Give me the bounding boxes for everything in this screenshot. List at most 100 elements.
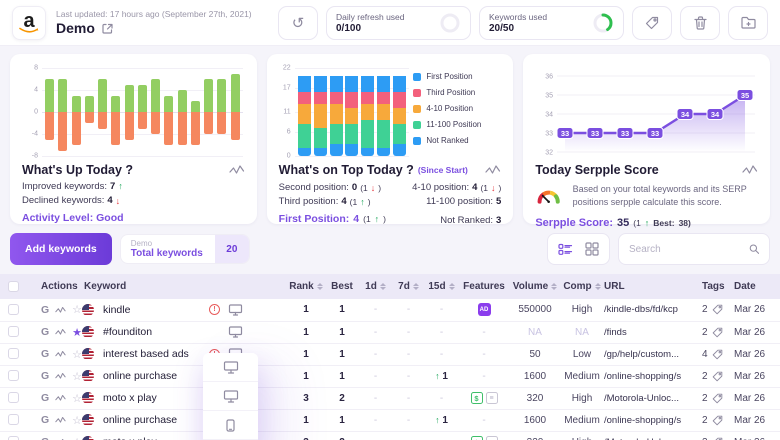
tag-button[interactable] — [632, 5, 672, 40]
comp-value: High — [560, 299, 604, 322]
url-value[interactable]: /finds — [604, 321, 702, 344]
tags-cell[interactable]: 2 — [702, 304, 723, 315]
move-to-folder-button[interactable] — [728, 5, 768, 40]
header-15d-sort[interactable]: 15d — [425, 274, 458, 299]
tags-cell[interactable]: 2 — [702, 437, 723, 440]
google-icon[interactable]: G — [41, 348, 50, 360]
keywords-used-value: 20/50 — [489, 22, 515, 34]
keyword-text[interactable]: kindle — [103, 303, 131, 316]
up-arrow-icon: ↑ — [118, 181, 123, 191]
legend-item: Third Position — [413, 88, 501, 97]
keyword-trend-icon[interactable] — [55, 349, 66, 359]
rank-value: 1 — [287, 409, 325, 432]
tag-icon[interactable] — [712, 327, 723, 338]
row-checkbox[interactable] — [7, 348, 19, 360]
keyword-trend-icon[interactable] — [55, 371, 66, 381]
star-icon[interactable]: ☆ — [72, 348, 82, 361]
google-icon[interactable]: G — [41, 392, 50, 404]
star-icon[interactable]: ☆ — [72, 436, 82, 440]
sort-icon — [551, 282, 558, 291]
total-keywords-chip[interactable]: Demo Total keywords 20 — [119, 234, 250, 264]
url-value[interactable]: /Motorola-Unloc... — [604, 387, 702, 410]
header-volume-sort[interactable]: Volume — [510, 274, 560, 299]
keyword-text[interactable]: online purchase — [103, 414, 178, 426]
daily-refresh-label: Daily refresh used — [336, 11, 405, 22]
device-option-desktop[interactable] — [203, 382, 258, 411]
select-all-checkbox[interactable] — [7, 280, 19, 292]
header-rank-sort[interactable]: Rank — [287, 274, 325, 299]
data-point-label — [616, 127, 634, 139]
tag-icon[interactable] — [712, 415, 723, 426]
list-view-icon[interactable] — [558, 243, 573, 256]
keyword-text[interactable]: #founditon — [103, 326, 153, 338]
chart-legend: First Position Third Position 4-10 Positio… — [413, 62, 501, 156]
google-icon[interactable]: G — [41, 414, 50, 426]
bar — [71, 68, 81, 156]
keyword-text[interactable]: interest based ads — [103, 348, 189, 360]
star-icon[interactable]: ★ — [72, 326, 82, 339]
star-icon[interactable]: ☆ — [72, 370, 82, 383]
stacked-bar — [297, 68, 311, 156]
tags-cell[interactable]: 2 — [702, 327, 723, 338]
row-checkbox[interactable] — [7, 414, 19, 426]
tag-icon[interactable] — [712, 393, 723, 404]
whats-on-top-title: What's on Top Today ? — [278, 163, 414, 177]
keyword-trend-icon[interactable] — [55, 415, 66, 425]
search-box — [618, 233, 770, 265]
us-flag-icon — [82, 370, 94, 382]
row-checkbox[interactable] — [7, 436, 19, 440]
star-icon[interactable]: ☆ — [72, 414, 82, 427]
row-checkbox[interactable] — [7, 370, 19, 382]
device-option-mobile[interactable] — [203, 411, 258, 440]
desktop-icon[interactable] — [228, 326, 243, 338]
tags-cell[interactable]: 2 — [702, 371, 723, 382]
add-keywords-button[interactable]: Add keywords — [10, 233, 112, 265]
desktop-icon[interactable] — [228, 304, 243, 316]
url-value[interactable]: /online-shopping/s — [604, 409, 702, 432]
row-checkbox[interactable] — [7, 304, 19, 316]
keyword-trend-icon[interactable] — [55, 327, 66, 337]
url-value[interactable]: /online-shopping/s — [604, 365, 702, 388]
external-link-icon[interactable] — [102, 23, 113, 34]
up-arrow-icon: ↑ — [360, 196, 365, 207]
keyword-text[interactable]: moto x play — [103, 436, 209, 440]
grid-view-icon[interactable] — [585, 242, 599, 256]
not-ranked-value: 3 — [496, 215, 502, 226]
url-value[interactable]: /Motorola-Unloc... — [604, 431, 702, 440]
svg-text:35: 35 — [546, 93, 554, 100]
keyword-text[interactable]: online purchase — [103, 370, 178, 382]
url-value[interactable]: /kindle-dbs/fd/kcp — [604, 299, 702, 322]
row-checkbox[interactable] — [7, 326, 19, 338]
tag-icon[interactable] — [712, 437, 723, 440]
legend-item: 4-10 Position — [413, 104, 501, 113]
search-input[interactable] — [629, 243, 743, 255]
up-arrow-icon: ↑ — [374, 214, 380, 224]
tag-icon[interactable] — [712, 304, 723, 315]
delete-button[interactable] — [680, 5, 720, 40]
url-value[interactable]: /gp/help/custom... — [604, 343, 702, 366]
row-checkbox[interactable] — [7, 392, 19, 404]
google-icon[interactable]: G — [41, 303, 50, 316]
tags-cell[interactable]: 4 — [702, 349, 723, 360]
keyword-trend-icon[interactable] — [55, 393, 66, 403]
keyword-text[interactable]: moto x play — [103, 392, 157, 404]
keyword-trend-icon[interactable] — [55, 305, 66, 315]
bar — [204, 68, 213, 156]
improved-value: 7 — [110, 180, 116, 192]
tag-icon[interactable] — [712, 349, 723, 360]
header-comp-sort[interactable]: Comp — [560, 274, 604, 299]
google-icon[interactable]: G — [41, 370, 50, 382]
device-option-desktop[interactable] — [203, 353, 258, 382]
warning-icon[interactable]: ! — [209, 304, 220, 316]
star-icon[interactable]: ☆ — [72, 304, 82, 317]
tags-cell[interactable]: 2 — [702, 393, 723, 404]
refresh-button[interactable]: ↺ — [278, 5, 318, 40]
header-7d-sort[interactable]: 7d — [392, 274, 425, 299]
tag-icon[interactable] — [712, 371, 723, 382]
google-icon[interactable]: G — [41, 436, 49, 440]
google-icon[interactable]: G — [41, 326, 50, 338]
desktop-icon — [223, 389, 238, 403]
header-1d-sort[interactable]: 1d — [359, 274, 392, 299]
tags-cell[interactable]: 2 — [702, 415, 723, 426]
star-icon[interactable]: ☆ — [72, 392, 82, 405]
